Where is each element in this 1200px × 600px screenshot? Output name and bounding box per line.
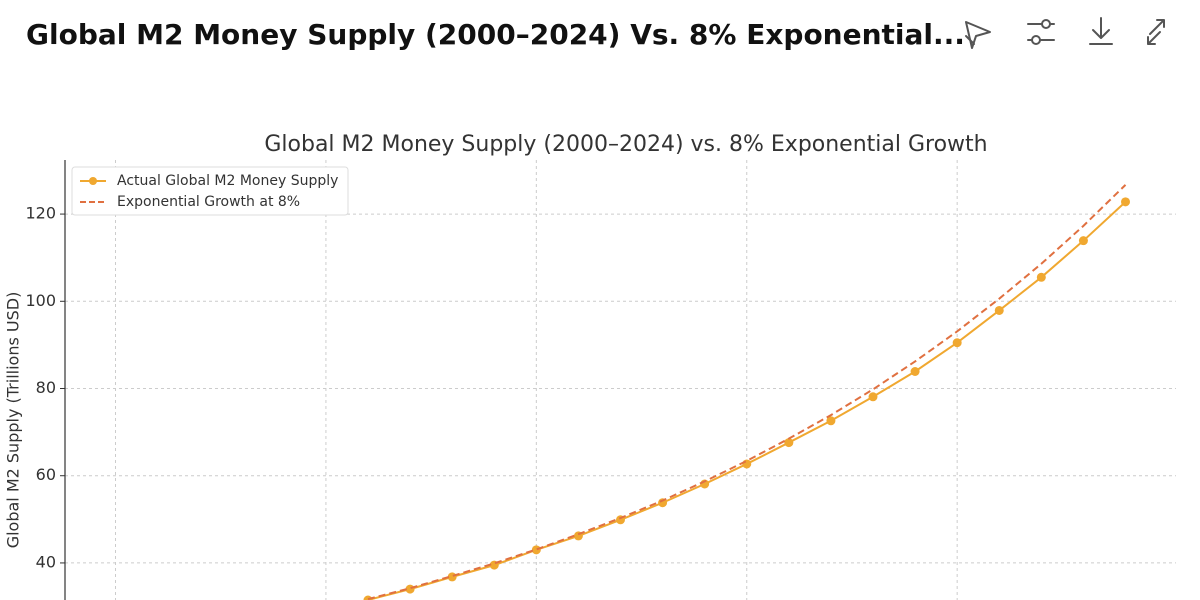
- expand-icon[interactable]: [1147, 19, 1165, 45]
- legend-label: Actual Global M2 Money Supply: [117, 173, 338, 189]
- panel-title: Global M2 Money Supply (2000–2024) Vs. 8…: [26, 18, 965, 51]
- data-point: [447, 572, 457, 582]
- data-point: [531, 545, 541, 555]
- data-point: [994, 305, 1004, 315]
- y-axis-label: Global M2 Supply (Trillions USD): [4, 292, 23, 549]
- data-point: [910, 366, 920, 376]
- data-point: [952, 338, 962, 348]
- series-line: [367, 184, 1127, 600]
- data-point: [784, 438, 794, 448]
- data-point: [742, 459, 752, 469]
- settings-icon[interactable]: [1027, 19, 1055, 45]
- y-tick-label: 40: [36, 552, 56, 571]
- y-tick-label: 120: [25, 204, 56, 223]
- data-point: [1121, 197, 1130, 207]
- chart-title: Global M2 Money Supply (2000–2024) vs. 8…: [264, 132, 987, 157]
- y-tick-label: 60: [36, 465, 56, 484]
- y-tick-label: 80: [36, 378, 56, 397]
- data-point: [1078, 236, 1088, 246]
- legend-label: Exponential Growth at 8%: [117, 194, 300, 210]
- y-tick-label: 100: [25, 291, 56, 310]
- legend-box: [71, 166, 349, 216]
- legend-marker: [89, 177, 97, 185]
- download-icon[interactable]: [1089, 17, 1113, 45]
- data-point: [868, 392, 878, 402]
- edit-icon[interactable]: [965, 21, 991, 49]
- data-point: [405, 584, 415, 594]
- data-point: [1036, 272, 1046, 282]
- data-point: [826, 416, 836, 426]
